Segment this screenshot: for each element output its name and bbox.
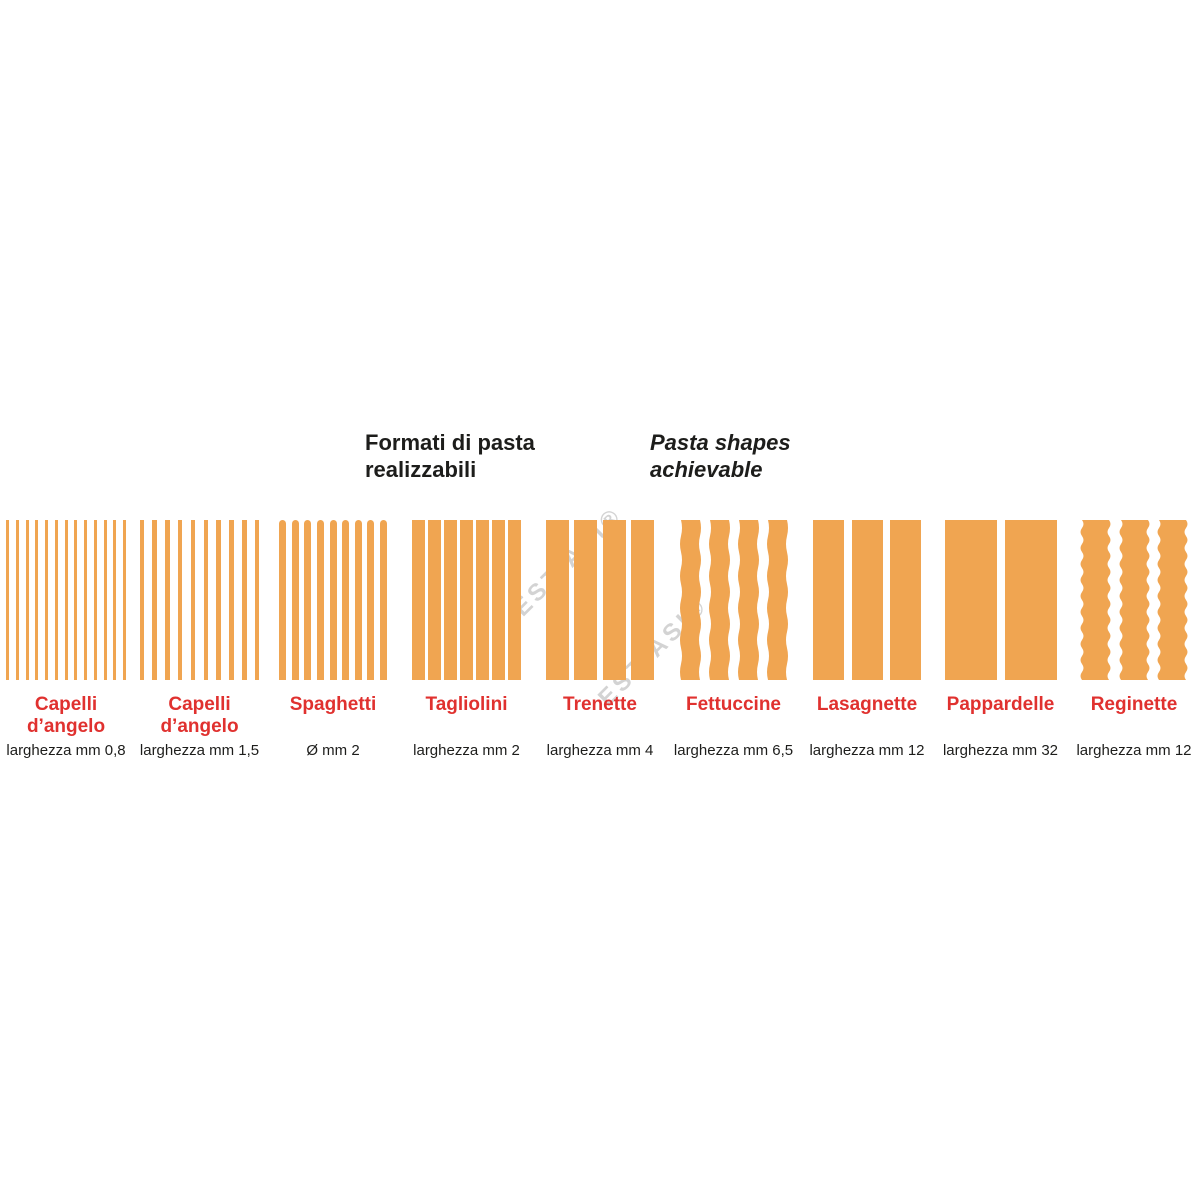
pasta-strip bbox=[25, 520, 29, 680]
pasta-strip bbox=[45, 520, 48, 680]
pasta-size: larghezza mm 1,5 bbox=[139, 742, 260, 759]
pasta-strip bbox=[152, 520, 157, 680]
pasta-strip bbox=[443, 520, 457, 680]
pasta-illustration bbox=[411, 520, 522, 680]
pasta-strip bbox=[813, 520, 844, 680]
pasta-name: Tagliolini bbox=[425, 694, 508, 715]
pasta-strip bbox=[84, 520, 87, 680]
pasta-strip bbox=[851, 520, 883, 680]
pasta-strip bbox=[1157, 520, 1188, 680]
pasta-strip bbox=[229, 520, 234, 680]
pasta-illustration bbox=[139, 520, 260, 680]
pasta-strip bbox=[766, 520, 788, 680]
pasta-strip bbox=[459, 520, 473, 680]
pasta-strip bbox=[890, 520, 921, 680]
pasta-strip bbox=[545, 520, 569, 680]
pasta-size: larghezza mm 0,8 bbox=[6, 742, 126, 759]
pasta-name: Spaghetti bbox=[289, 694, 377, 715]
pasta-strip bbox=[329, 520, 337, 680]
pasta-strip bbox=[354, 520, 362, 680]
pasta-size: larghezza mm 4 bbox=[546, 742, 654, 759]
pasta-strip bbox=[103, 520, 107, 680]
pasta-strip bbox=[35, 520, 39, 680]
pasta-strip bbox=[74, 520, 78, 680]
pasta-strip bbox=[291, 520, 299, 680]
pasta-illustration bbox=[279, 520, 387, 680]
pasta-strip bbox=[6, 520, 9, 680]
pasta-strip bbox=[279, 520, 286, 680]
pasta-strip bbox=[492, 520, 506, 680]
pasta-strip bbox=[602, 520, 626, 680]
pasta-illustration bbox=[6, 520, 126, 680]
pasta-size: larghezza mm 6,5 bbox=[673, 742, 794, 759]
pasta-strip bbox=[93, 520, 97, 680]
pasta-illustration bbox=[813, 520, 921, 680]
pasta-illustration bbox=[545, 520, 655, 680]
pasta-strip bbox=[1004, 520, 1057, 680]
pasta-strip bbox=[304, 520, 312, 680]
pasta-size: larghezza mm 2 bbox=[413, 742, 520, 759]
pasta-strip bbox=[476, 520, 490, 680]
pasta-strip bbox=[574, 520, 598, 680]
pasta-name: Pappardelle bbox=[946, 694, 1055, 715]
pasta-name: Capelli d’angelo bbox=[26, 694, 106, 737]
pasta-strip bbox=[342, 520, 350, 680]
pasta-strip bbox=[216, 520, 221, 680]
title-italian: Formati di pasta realizzabili bbox=[365, 430, 535, 482]
pasta-strip bbox=[380, 520, 387, 680]
pasta-strip bbox=[54, 520, 58, 680]
pasta-size: Ø mm 2 bbox=[306, 742, 360, 759]
pasta-strip bbox=[944, 520, 997, 680]
pasta-name: Trenette bbox=[563, 694, 637, 715]
pasta-strip bbox=[427, 520, 441, 680]
pasta-strip bbox=[123, 520, 126, 680]
pasta-size: larghezza mm 32 bbox=[942, 742, 1059, 759]
pasta-size: larghezza mm 12 bbox=[1076, 742, 1192, 759]
pasta-column-8: Pappardelle larghezza mm 32 bbox=[939, 520, 1063, 759]
title-english: Pasta shapes achievable bbox=[650, 430, 791, 482]
pasta-strip bbox=[737, 520, 759, 680]
pasta-column-4: Tagliolini larghezza mm 2 bbox=[405, 520, 529, 759]
pasta-strip bbox=[203, 520, 209, 680]
pasta-strip bbox=[631, 520, 655, 680]
pasta-strip bbox=[679, 520, 701, 680]
pasta-strip bbox=[64, 520, 68, 680]
pasta-column-9: Reginette larghezza mm 12 bbox=[1072, 520, 1196, 759]
pasta-strip bbox=[254, 520, 260, 680]
pasta-column-5: Trenette larghezza mm 4 bbox=[538, 520, 662, 759]
pasta-columns: Capelli d’angelo larghezza mm 0,8 Capell… bbox=[0, 520, 1200, 759]
pasta-column-6: Fettuccine larghezza mm 6,5 bbox=[672, 520, 796, 759]
pasta-strip bbox=[1119, 520, 1149, 680]
pasta-column-1: Capelli d’angelo larghezza mm 0,8 bbox=[4, 520, 128, 759]
pasta-name: Capelli d’angelo bbox=[160, 694, 239, 737]
pasta-strip bbox=[242, 520, 247, 680]
pasta-strip bbox=[316, 520, 324, 680]
pasta-column-7: Lasagnette larghezza mm 12 bbox=[805, 520, 929, 759]
pasta-strip bbox=[139, 520, 144, 680]
pasta-strip bbox=[1080, 520, 1111, 680]
pasta-illustration bbox=[944, 520, 1057, 680]
pasta-strip bbox=[367, 520, 375, 680]
pasta-column-3: Spaghetti Ø mm 2 bbox=[271, 520, 395, 759]
pasta-strip bbox=[708, 520, 730, 680]
pasta-illustration bbox=[1079, 520, 1189, 680]
pasta-strip bbox=[113, 520, 117, 680]
pasta-name: Reginette bbox=[1090, 694, 1178, 715]
pasta-column-2: Capelli d’angelo larghezza mm 1,5 bbox=[138, 520, 262, 759]
pasta-illustration bbox=[679, 520, 789, 680]
pasta-name: Lasagnette bbox=[816, 694, 918, 715]
pasta-strip bbox=[411, 520, 425, 680]
pasta-strip bbox=[15, 520, 19, 680]
pasta-strip bbox=[177, 520, 183, 680]
pasta-strip bbox=[165, 520, 170, 680]
pasta-name: Fettuccine bbox=[685, 694, 782, 715]
pasta-strip bbox=[508, 520, 522, 680]
pasta-size: larghezza mm 12 bbox=[809, 742, 925, 759]
pasta-strip bbox=[190, 520, 196, 680]
